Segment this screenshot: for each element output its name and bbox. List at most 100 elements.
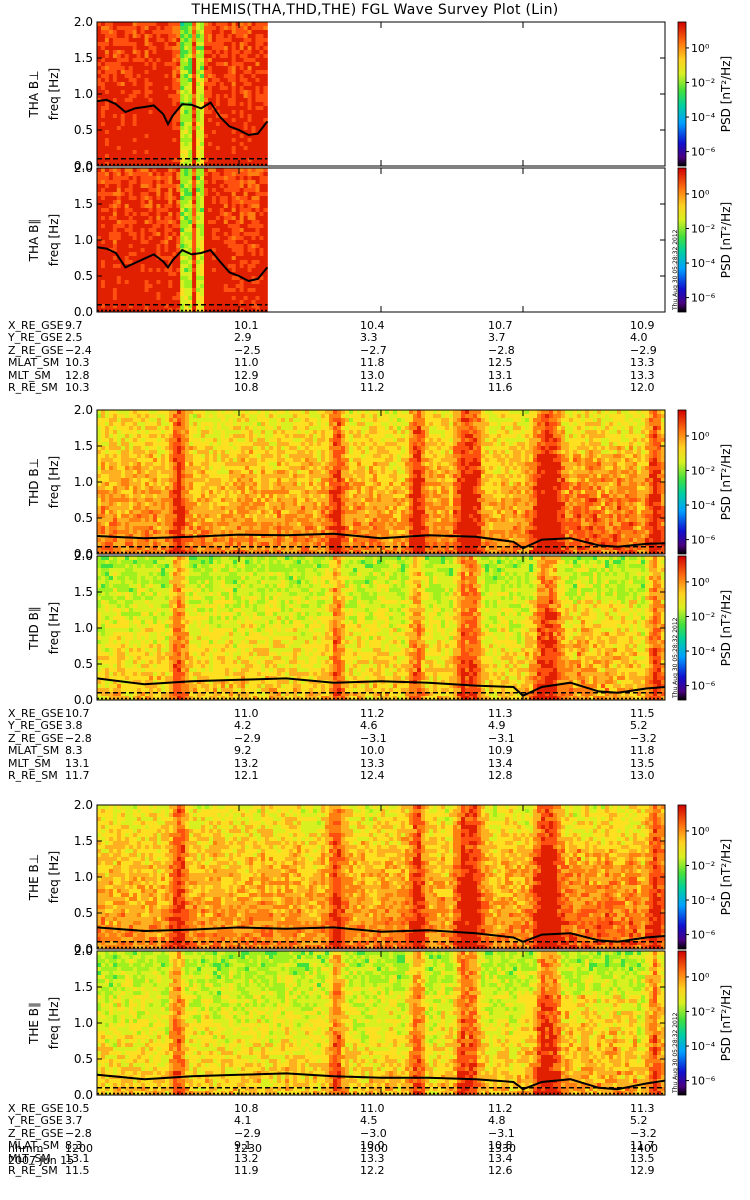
tha-colorbar [678,22,686,166]
ephemeris-label: R_RE_SM [8,770,58,782]
ephemeris-value: 2.5 [65,332,83,344]
y-tick-label: 2.0 [74,161,93,175]
ephemeris-value: 12.5 [488,357,513,369]
colorbar-tick-label: 10⁻² [691,464,715,477]
the-colorbar-label: PSD [nT²/Hz] [719,985,733,1061]
tha-ylabel-sub: freq [Hz] [47,214,61,266]
ephemeris-value: 13.3 [630,357,655,369]
the-ylabel-sub: freq [Hz] [47,851,61,903]
y-tick-label: 1.5 [74,197,93,211]
ephemeris-row: R_RE_SM 11.5 11.9 12.2 12.6 12.9 [8,1165,748,1177]
ephemeris-label: Y_RE_GSE [8,332,63,344]
timestamp-stamp: Thu Aug 30 05:28:32 2012 [672,1012,679,1094]
thd-ylabel-main: THD B⊥ [27,458,41,507]
ephemeris-value: 4.0 [630,332,648,344]
ephemeris-row: Y_RE_GSE 3.7 4.1 4.5 4.8 5.2 [8,1115,748,1127]
y-tick-label: 0.0 [74,1088,93,1102]
colorbar-tick-label: 10⁻⁴ [691,645,716,658]
y-tick-label: 1.0 [74,475,93,489]
ephemeris-value: 3.7 [65,1115,83,1127]
ephemeris-label: Y_RE_GSE [8,720,63,732]
ephemeris-value: 8.3 [65,745,83,757]
y-tick-label: 1.0 [74,87,93,101]
ephemeris-value: 4.8 [488,1115,506,1127]
timestamp-stamp: Thu Aug 30 05:28:32 2012 [672,617,679,699]
colorbar-tick-label: 10⁻² [691,1005,715,1018]
colorbar-tick-label: 10⁰ [691,42,710,55]
colorbar-tick-label: 10⁻⁶ [691,1075,716,1088]
colorbar-tick-label: 10⁻⁴ [691,499,716,512]
ephemeris-value: 11.8 [630,745,655,757]
tha-colorbar-label: PSD [nT²/Hz] [719,202,733,278]
ephemeris-value: 4.6 [360,720,378,732]
ephemeris-value: 13.0 [630,770,655,782]
ephemeris-value: 5.2 [630,1115,648,1127]
ephemeris-row: Y_RE_GSE 3.8 4.2 4.6 4.9 5.2 [8,720,748,732]
colorbar-tick-label: 10⁰ [691,430,710,443]
time-tick-label: 1300 [360,1143,388,1155]
y-tick-label: 2.0 [74,15,93,29]
thd-ylabel-sub: freq [Hz] [47,602,61,654]
y-tick-label: 1.0 [74,233,93,247]
ephemeris-value: 12.9 [630,1165,655,1177]
colorbar-tick-label: 10⁻⁶ [691,680,716,693]
colorbar-tick-label: 10⁻⁶ [691,146,716,159]
tha-ylabel-main: THA B⊥ [27,70,41,118]
tha-colorbar-label: PSD [nT²/Hz] [719,56,733,132]
y-tick-label: 0.0 [74,305,93,319]
y-tick-label: 0.5 [74,123,93,137]
thd-colorbar-label: PSD [nT²/Hz] [719,590,733,666]
y-tick-label: 0.5 [74,511,93,525]
y-tick-label: 2.0 [74,944,93,958]
y-tick-label: 0.5 [74,269,93,283]
ephemeris-value: 4.2 [234,720,252,732]
ephemeris-label: MLAT_SM [8,357,59,369]
y-tick-label: 1.0 [74,870,93,884]
y-tick-label: 2.0 [74,549,93,563]
ephemeris-value: 12.8 [488,770,513,782]
ephemeris-value: 11.6 [488,382,513,394]
y-tick-label: 1.0 [74,621,93,635]
ephemeris-value: 10.3 [65,357,90,369]
colorbar-tick-label: 10⁻⁶ [691,534,716,547]
ephemeris-value: 3.3 [360,332,378,344]
the-colorbar [678,805,686,949]
the-colorbar [678,951,686,1095]
ephemeris-value: 10.0 [360,745,385,757]
ephemeris-row: Y_RE_GSE 2.5 2.9 3.3 3.7 4.0 [8,332,748,344]
time-tick-label: 1230 [234,1143,262,1155]
the-ephemeris-table: X_RE_GSE 10.5 10.8 11.0 11.2 11.3 Y_RE_GSE 3.7 4… [8,1103,748,1177]
colorbar-tick-label: 10⁰ [691,576,710,589]
colorbar-tick-label: 10⁻⁴ [691,257,716,270]
thd-colorbar-label: PSD [nT²/Hz] [719,444,733,520]
tha-ephemeris-table: X_RE_GSE 9.7 10.1 10.4 10.7 10.9 Y_RE_GSE 2.5 2.… [8,320,748,394]
ephemeris-value: 11.8 [360,357,385,369]
thd-colorbar [678,556,686,700]
ephemeris-value: 12.1 [234,770,259,782]
thd-ylabel-sub: freq [Hz] [47,456,61,508]
ephemeris-value: 11.0 [234,357,259,369]
colorbar-tick-label: 10⁻² [691,610,715,623]
tha-ylabel-main: THA B∥ [27,219,41,263]
ephemeris-value: 9.2 [234,745,252,757]
colorbar-tick-label: 10⁰ [691,188,710,201]
ephemeris-label: R_RE_SM [8,382,58,394]
y-tick-label: 0.5 [74,657,93,671]
colorbar-tick-label: 10⁻² [691,859,715,872]
time-tick-label: 1400 [630,1143,658,1155]
ephemeris-value: 12.2 [360,1165,385,1177]
y-tick-label: 2.0 [74,798,93,812]
date-label: 2007 Jun 15 [8,1154,74,1167]
ephemeris-value: 11.7 [65,770,90,782]
ephemeris-value: 5.2 [630,720,648,732]
ephemeris-row: MLAT_SM 8.3 9.2 10.0 10.9 11.8 [8,745,748,757]
y-tick-label: 1.0 [74,1016,93,1030]
ephemeris-value: 4.5 [360,1115,378,1127]
ephemeris-value: 11.2 [360,382,385,394]
timestamp-stamp: Thu Aug 30 05:28:32 2012 [672,229,679,311]
ephemeris-label: Y_RE_GSE [8,1115,63,1127]
